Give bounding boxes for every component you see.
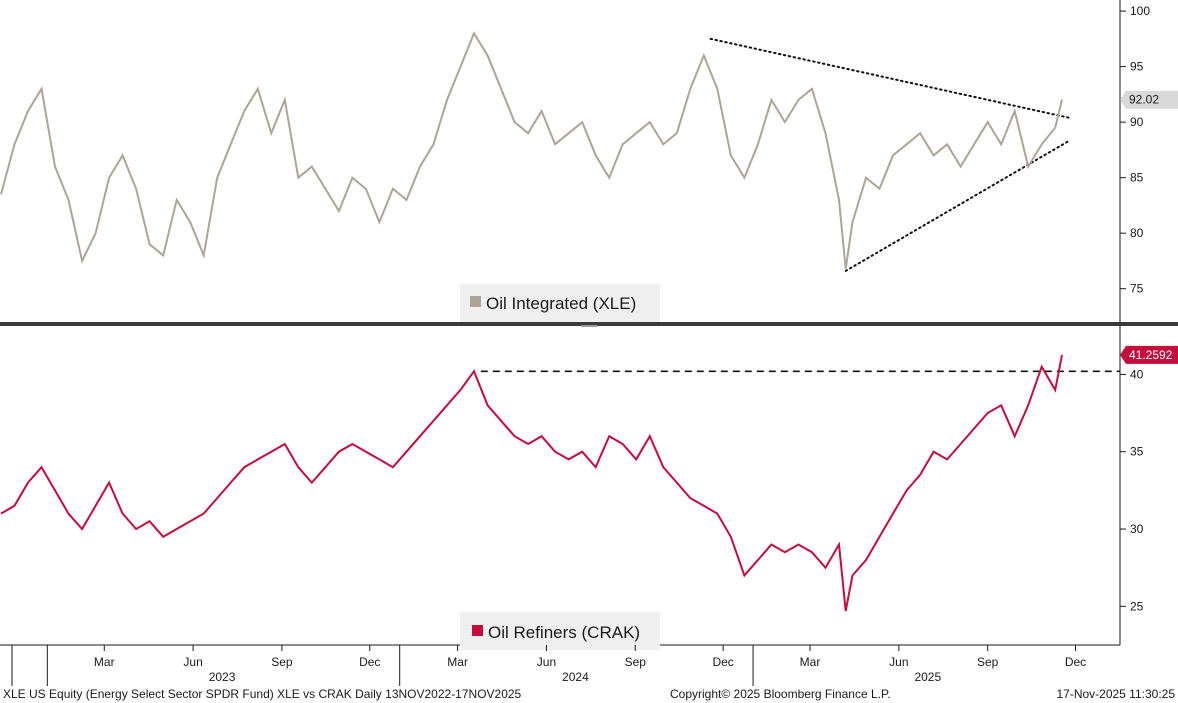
crak-last-value-marker <box>1120 345 1178 364</box>
xle-legend-swatch <box>470 296 481 307</box>
crak-series-line <box>0 354 1063 612</box>
y-tick-label: 25 <box>1130 599 1144 613</box>
x-month-label: Sep <box>625 655 647 669</box>
footer: XLE US Equity (Energy Select Sector SPDR… <box>3 687 1175 701</box>
x-year-label: 2023 <box>209 670 236 684</box>
crak-legend: Oil Refiners (CRAK) <box>460 612 660 650</box>
xle-legend-label: Oil Integrated (XLE) <box>486 294 636 313</box>
panel-divider[interactable] <box>0 322 1178 326</box>
x-month-label: Mar <box>94 655 115 669</box>
xle-trendlines <box>709 37 1070 272</box>
xle-legend-box <box>460 284 660 322</box>
crak-legend-swatch <box>472 625 483 636</box>
y-tick-label: 30 <box>1130 522 1144 536</box>
crak-y-axis: 25 30 35 40 <box>1120 367 1144 613</box>
footer-description: XLE US Equity (Energy Select Sector SPDR… <box>3 687 522 701</box>
xle-series-line <box>0 31 1063 269</box>
y-tick-label: 40 <box>1130 367 1144 381</box>
xle-y-axis: 75 80 85 90 95 100 <box>1120 4 1150 296</box>
xle-panel: 75 80 85 90 95 100 Oil Integrated (XLE) 92.02 <box>0 4 1178 322</box>
x-month-label: Mar <box>800 655 821 669</box>
y-tick-label: 85 <box>1130 171 1144 185</box>
x-year-label: 2025 <box>914 670 941 684</box>
y-tick-label: 80 <box>1130 226 1144 240</box>
trendline <box>709 37 1070 119</box>
y-tick-label: 35 <box>1130 445 1144 459</box>
xle-legend: Oil Integrated (XLE) <box>460 284 660 322</box>
x-month-label: Mar <box>447 655 468 669</box>
x-month-label: Jun <box>537 655 556 669</box>
y-tick-label: 90 <box>1130 115 1144 129</box>
x-year-label: 2024 <box>562 670 589 684</box>
crak-last-value-label: 41.2592 <box>1129 348 1173 362</box>
x-month-label: Jun <box>889 655 908 669</box>
xle-last-value-label: 92.02 <box>1129 93 1159 107</box>
x-month-label: Dec <box>1065 655 1086 669</box>
crak-last-value-tag: 41.2592 <box>1120 345 1178 364</box>
x-axis: Mar Jun Sep Dec Mar Jun Sep Dec Mar Jun Sep Dec 2023… <box>11 645 1086 686</box>
x-month-label: Sep <box>271 655 293 669</box>
panel-divider-grip <box>581 325 597 327</box>
x-month-label: Jun <box>183 655 202 669</box>
xle-last-value-marker <box>1120 90 1178 109</box>
crak-panel: 25 30 35 40 Oil Refiners (CRAK) 41.2592 <box>0 345 1178 650</box>
x-month-label: Dec <box>359 655 380 669</box>
crak-legend-label: Oil Refiners (CRAK) <box>488 623 640 642</box>
y-tick-label: 100 <box>1130 4 1150 18</box>
xle-last-value-tag: 92.02 <box>1120 90 1178 109</box>
y-tick-label: 75 <box>1130 282 1144 296</box>
crak-legend-box <box>460 612 660 650</box>
x-month-label: Sep <box>977 655 999 669</box>
y-tick-label: 95 <box>1130 60 1144 74</box>
x-month-label: Dec <box>712 655 733 669</box>
footer-timestamp: 17-Nov-2025 11:30:25 <box>1056 687 1175 701</box>
footer-copyright: Copyright© 2025 Bloomberg Finance L.P. <box>670 687 891 701</box>
